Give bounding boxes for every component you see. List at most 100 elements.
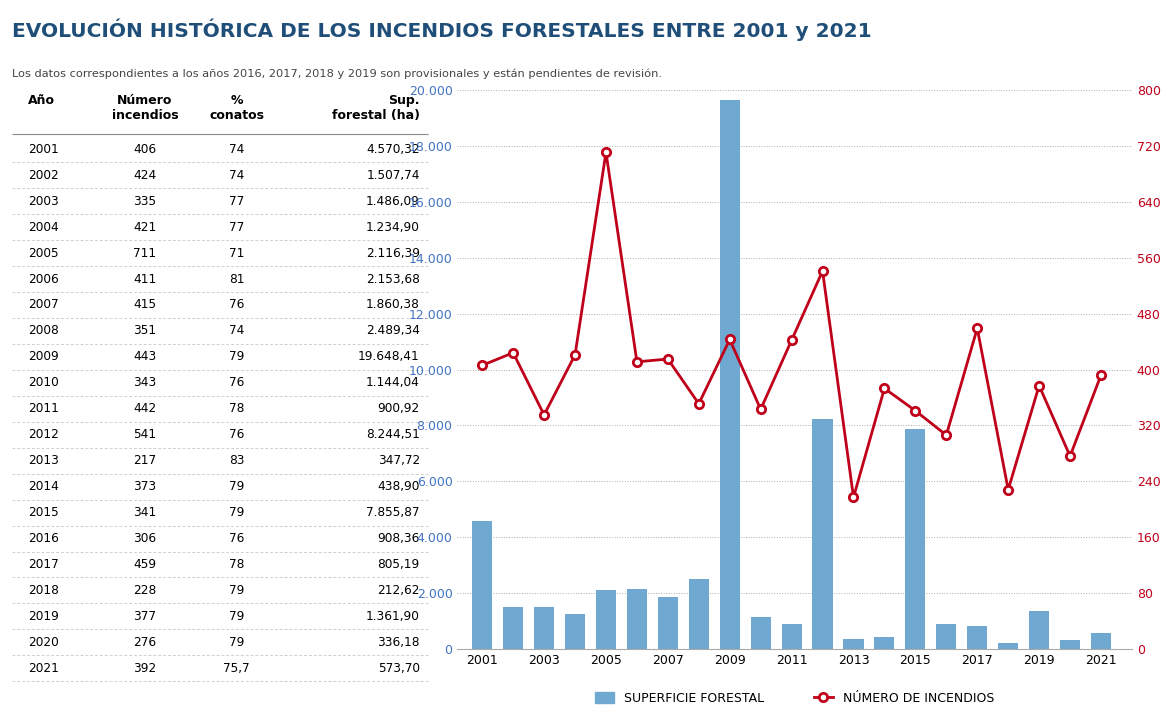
Bar	[503, 607, 523, 649]
Text: 8.244,51: 8.244,51	[366, 428, 420, 441]
Text: 79: 79	[229, 584, 244, 597]
Text: 347,72: 347,72	[378, 454, 420, 467]
Text: 421: 421	[134, 221, 157, 234]
Legend: SUPERFICIE FORESTAL, NÚMERO DE INCENDIOS: SUPERFICIE FORESTAL, NÚMERO DE INCENDIOS	[590, 686, 999, 709]
Bar	[813, 419, 833, 649]
Text: 2006: 2006	[28, 273, 59, 286]
Text: 76: 76	[229, 376, 244, 389]
Text: 79: 79	[229, 350, 244, 363]
Text: 79: 79	[229, 610, 244, 623]
Bar	[998, 643, 1018, 649]
Text: 76: 76	[229, 532, 244, 545]
Text: 75,7: 75,7	[223, 662, 250, 675]
Bar	[626, 589, 647, 649]
Text: 2020: 2020	[28, 636, 59, 649]
Text: Número
incendios: Número incendios	[111, 94, 178, 122]
Text: 306: 306	[134, 532, 156, 545]
Bar	[565, 614, 585, 649]
Bar	[781, 624, 801, 649]
Text: 2.116,39: 2.116,39	[366, 247, 420, 260]
Text: 2004: 2004	[28, 221, 59, 234]
Text: 351: 351	[134, 324, 156, 337]
Text: 438,90: 438,90	[378, 480, 420, 493]
Text: 343: 343	[134, 376, 157, 389]
Bar	[1060, 640, 1080, 649]
Text: 336,18: 336,18	[378, 636, 420, 649]
Bar	[596, 590, 616, 649]
Text: 19.648,41: 19.648,41	[358, 350, 420, 363]
Bar	[658, 597, 678, 649]
Text: 74: 74	[229, 324, 244, 337]
Text: 2005: 2005	[28, 247, 59, 260]
Text: 74: 74	[229, 143, 244, 156]
Text: 2001: 2001	[28, 143, 59, 156]
Text: 1.507,74: 1.507,74	[366, 169, 420, 182]
Text: 78: 78	[229, 558, 244, 571]
Text: 341: 341	[134, 506, 157, 519]
Text: 377: 377	[134, 610, 156, 623]
Bar	[534, 607, 554, 649]
Text: 2021: 2021	[28, 662, 60, 675]
Text: 573,70: 573,70	[378, 662, 420, 675]
Text: 908,36: 908,36	[378, 532, 420, 545]
Text: 2009: 2009	[28, 350, 59, 363]
Text: 459: 459	[134, 558, 156, 571]
Text: 2013: 2013	[28, 454, 60, 467]
Text: 79: 79	[229, 506, 244, 519]
Bar	[1091, 633, 1111, 649]
Text: 2003: 2003	[28, 195, 59, 208]
Text: 7.855,87: 7.855,87	[366, 506, 420, 519]
Text: 2011: 2011	[28, 402, 60, 415]
Text: 71: 71	[229, 247, 244, 260]
Text: 411: 411	[134, 273, 157, 286]
Text: 2.153,68: 2.153,68	[366, 273, 420, 286]
Text: 228: 228	[134, 584, 157, 597]
Text: 541: 541	[134, 428, 156, 441]
Text: 2014: 2014	[28, 480, 60, 493]
Text: 2002: 2002	[28, 169, 59, 182]
Bar	[720, 100, 740, 649]
Text: 2007: 2007	[28, 298, 59, 311]
Text: 2017: 2017	[28, 558, 59, 571]
Text: Sup.
forestal (ha): Sup. forestal (ha)	[332, 94, 420, 122]
Text: 2010: 2010	[28, 376, 59, 389]
Text: 711: 711	[134, 247, 156, 260]
Bar	[473, 521, 493, 649]
Text: 2019: 2019	[28, 610, 60, 623]
Text: 392: 392	[134, 662, 157, 675]
Bar	[751, 617, 771, 649]
Text: 442: 442	[134, 402, 157, 415]
Text: 77: 77	[229, 195, 244, 208]
Text: 81: 81	[229, 273, 244, 286]
Text: 2.489,34: 2.489,34	[366, 324, 420, 337]
Text: 415: 415	[134, 298, 156, 311]
Text: 77: 77	[229, 221, 244, 234]
Text: 406: 406	[134, 143, 156, 156]
Text: 2012: 2012	[28, 428, 60, 441]
Text: %
conatos: % conatos	[209, 94, 264, 122]
Text: 2015: 2015	[28, 506, 59, 519]
Text: 212,62: 212,62	[378, 584, 420, 597]
Text: 2018: 2018	[28, 584, 60, 597]
Text: 76: 76	[229, 298, 244, 311]
Text: 79: 79	[229, 480, 244, 493]
Text: 900,92: 900,92	[378, 402, 420, 415]
Text: 373: 373	[134, 480, 156, 493]
Text: Los datos correspondientes a los años 2016, 2017, 2018 y 2019 son provisionales : Los datos correspondientes a los años 20…	[12, 68, 662, 79]
Text: 424: 424	[134, 169, 157, 182]
Bar	[968, 627, 988, 649]
Text: 83: 83	[229, 454, 244, 467]
Bar	[843, 640, 863, 649]
Text: 78: 78	[229, 402, 244, 415]
Text: 74: 74	[229, 169, 244, 182]
Text: 443: 443	[134, 350, 157, 363]
Text: 1.144,04: 1.144,04	[366, 376, 420, 389]
Bar	[874, 637, 895, 649]
Bar	[936, 624, 956, 649]
Text: 2016: 2016	[28, 532, 60, 545]
Bar	[1029, 611, 1049, 649]
Text: 1.361,90: 1.361,90	[366, 610, 420, 623]
Bar	[906, 430, 925, 649]
Text: 217: 217	[134, 454, 156, 467]
Text: 79: 79	[229, 636, 244, 649]
